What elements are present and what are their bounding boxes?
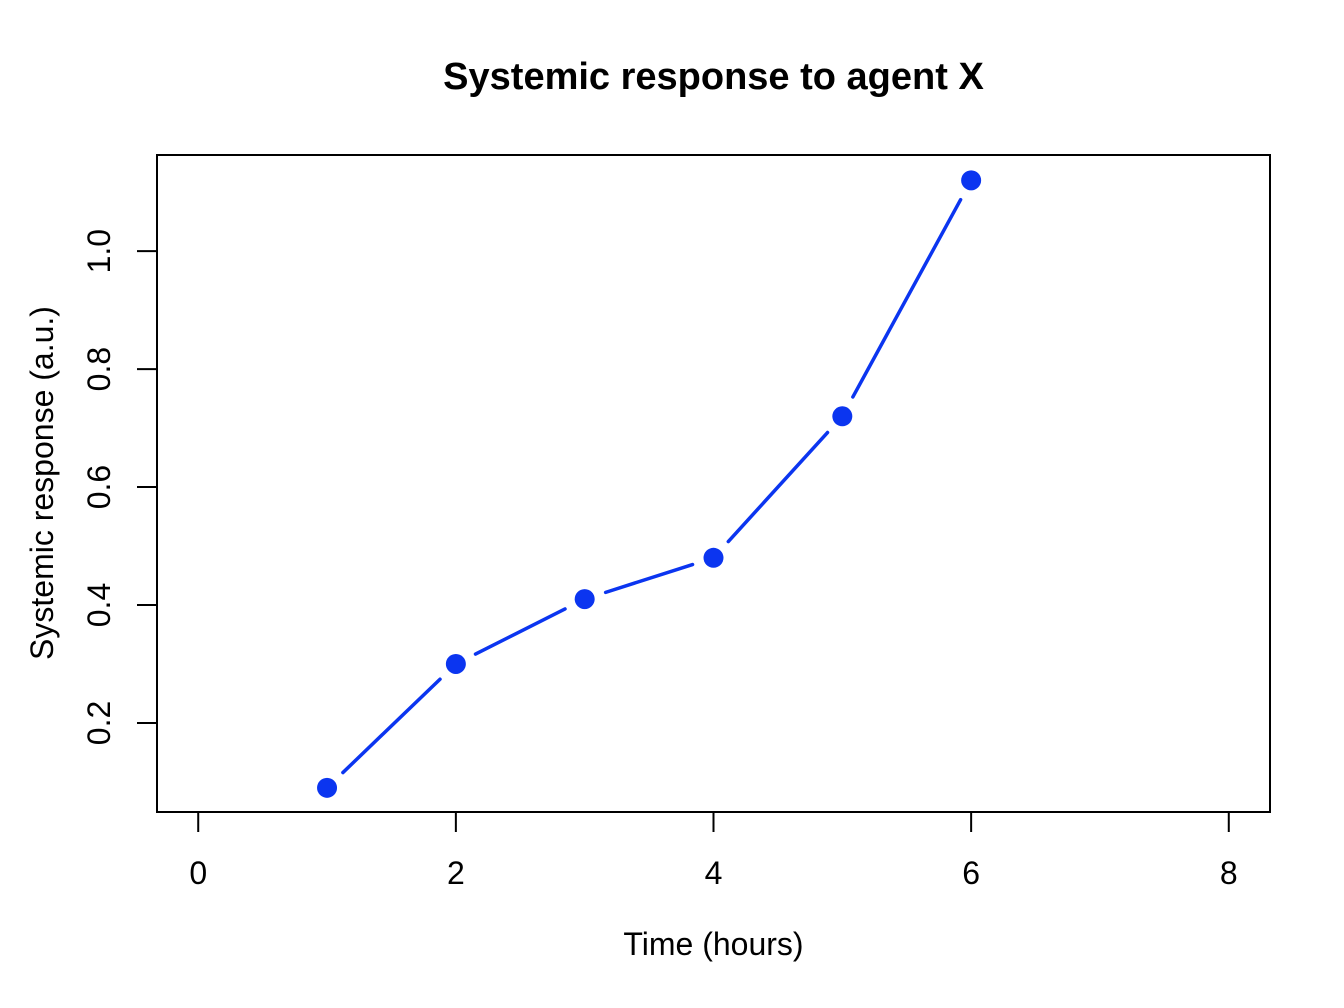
data-point: [703, 547, 724, 568]
series-line-segment: [726, 430, 830, 544]
x-tick-label: 8: [1220, 855, 1238, 891]
y-tick-label: 0.6: [81, 465, 117, 509]
chart-title: Systemic response to agent X: [443, 56, 984, 98]
data-point: [832, 406, 853, 427]
axis-ticks-group: 0 2 4 6 8 0.2 0.4 0.6 0.8 1.0: [81, 229, 1238, 891]
y-tick-label: 1.0: [81, 229, 117, 273]
y-tick-label: 0.4: [81, 583, 117, 627]
plot-box-border: [156, 154, 1271, 813]
series-line-segment: [851, 197, 963, 399]
data-point: [574, 589, 595, 610]
series-line-segment: [341, 677, 442, 775]
x-tick-label: 2: [447, 855, 465, 891]
data-point: [317, 777, 338, 798]
y-tick-label: 0.8: [81, 347, 117, 391]
y-axis-label: Systemic response (a.u.): [24, 306, 60, 660]
x-tick-label: 6: [962, 855, 980, 891]
x-tick-label: 4: [705, 855, 723, 891]
x-axis-label: Time (hours): [623, 926, 804, 962]
series-line-segment: [473, 607, 567, 656]
data-point: [445, 653, 466, 674]
data-series-group: [317, 170, 982, 798]
y-tick-label: 0.2: [81, 701, 117, 745]
x-tick-label: 0: [189, 855, 207, 891]
series-line-segment: [603, 562, 695, 595]
data-point: [961, 170, 982, 191]
